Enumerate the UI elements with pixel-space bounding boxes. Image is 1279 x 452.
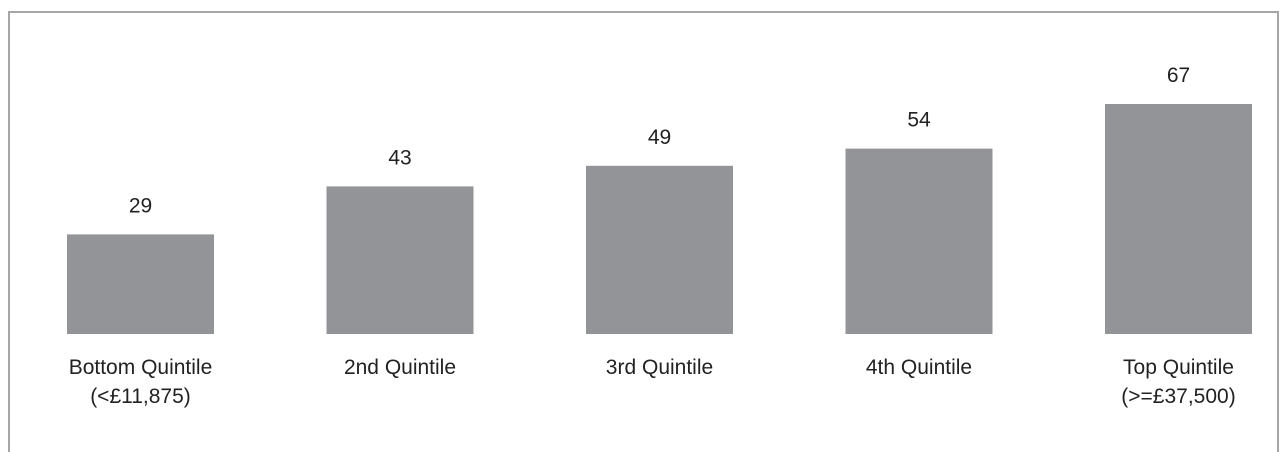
bars-group bbox=[67, 104, 1252, 334]
value-label-2: 43 bbox=[388, 146, 411, 169]
value-label-4: 54 bbox=[907, 109, 931, 132]
chart-border bbox=[8, 11, 1279, 452]
category-label-5-line-2: (>=£37,500) bbox=[1121, 385, 1235, 408]
category-label-4-line-1: 4th Quintile bbox=[866, 356, 972, 379]
category-label-5-line-1: Top Quintile bbox=[1123, 356, 1234, 379]
bar-3 bbox=[586, 165, 733, 334]
bar-2 bbox=[326, 186, 474, 334]
value-labels-group: 29 43 49 54 67 bbox=[129, 64, 1190, 217]
bar-4 bbox=[845, 148, 993, 334]
category-labels-group: Bottom Quintile (<£11,875) 2nd Quintile 3rd… bbox=[69, 356, 1236, 408]
value-label-1: 29 bbox=[129, 194, 152, 217]
category-label-3-line-1: 3rd Quintile bbox=[606, 356, 713, 379]
bar-1 bbox=[67, 234, 214, 334]
bar-5 bbox=[1105, 104, 1252, 334]
category-label-1-line-2: (<£11,875) bbox=[90, 385, 191, 408]
value-label-3: 49 bbox=[648, 126, 671, 149]
value-label-5: 67 bbox=[1167, 64, 1190, 87]
category-label-2-line-1: 2nd Quintile bbox=[344, 356, 456, 379]
category-label-1-line-1: Bottom Quintile bbox=[69, 356, 213, 379]
